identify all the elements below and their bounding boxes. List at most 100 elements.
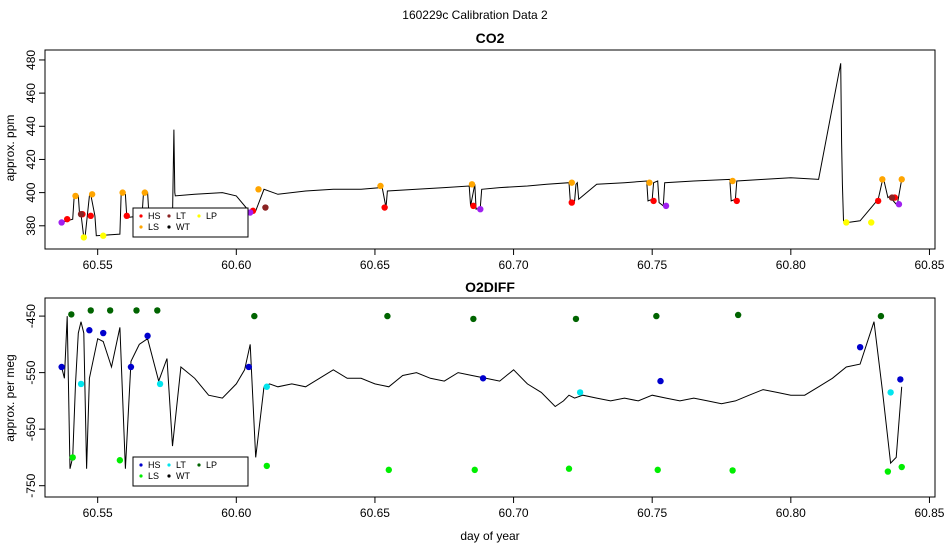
page-title: 160229c Calibration Data 2 bbox=[402, 8, 548, 22]
co2-plot-area bbox=[58, 63, 905, 241]
o2diff-point-lt bbox=[887, 389, 894, 396]
o2diff-legend-swatch bbox=[197, 463, 201, 467]
o2diff-panel: O2DIFF approx. per meg day of year 60.55… bbox=[3, 279, 945, 543]
o2diff-legend-label: LT bbox=[176, 460, 186, 470]
co2-point-lp bbox=[843, 219, 850, 226]
co2-point-hs bbox=[381, 204, 388, 211]
co2-series-hs bbox=[63, 194, 898, 223]
o2diff-point-hs bbox=[657, 377, 664, 385]
co2-panel: CO2 approx. ppm 60.55 60.60 60.65 60.70 60.7… bbox=[3, 30, 945, 272]
co2-point-lt bbox=[888, 194, 896, 201]
o2diff-y-tick-label: -750 bbox=[24, 473, 38, 497]
co2-point-ls bbox=[568, 179, 575, 186]
o2diff-point-lp bbox=[154, 307, 161, 314]
o2diff-point-lt bbox=[576, 389, 584, 396]
o2diff-point-lp bbox=[87, 307, 94, 314]
o2diff-x-axis-label: day of year bbox=[460, 529, 519, 543]
o2diff-point-lp bbox=[653, 312, 660, 320]
o2diff-trace-line bbox=[61, 316, 903, 469]
co2-y-tick-label: 420 bbox=[24, 149, 38, 169]
o2diff-legend-label: HS bbox=[148, 460, 161, 470]
co2-y-axis-label: approx. ppm bbox=[3, 115, 17, 182]
o2diff-point-ls bbox=[884, 468, 892, 475]
o2diff-x-tick-label: 60.80 bbox=[776, 506, 806, 520]
o2diff-point-hs bbox=[58, 363, 65, 371]
o2diff-point-lt bbox=[77, 380, 85, 388]
o2diff-legend-swatch bbox=[139, 474, 143, 478]
co2-series-lt bbox=[77, 194, 896, 218]
o2diff-legend-label: LP bbox=[206, 460, 217, 470]
co2-series-wt bbox=[58, 201, 903, 226]
o2diff-point-hs bbox=[127, 363, 135, 371]
co2-legend-label: LS bbox=[148, 222, 159, 232]
co2-point-lp bbox=[100, 232, 107, 239]
o2diff-point-ls bbox=[729, 467, 736, 474]
o2diff-y-tick-label: -550 bbox=[24, 360, 38, 384]
co2-x-tick-label: 60.55 bbox=[83, 258, 113, 272]
co2-point-wt bbox=[895, 201, 903, 208]
co2-panel-title: CO2 bbox=[476, 30, 505, 46]
co2-x-tick-label: 60.65 bbox=[360, 258, 390, 272]
co2-point-hs bbox=[87, 212, 94, 220]
co2-point-hs bbox=[568, 199, 575, 206]
o2diff-x-tick-label: 60.75 bbox=[637, 506, 667, 520]
co2-x-tick-label: 60.60 bbox=[221, 258, 251, 272]
o2diff-legend-label: LS bbox=[148, 471, 159, 481]
co2-point-ls bbox=[646, 179, 653, 186]
co2-y-tick-label: 480 bbox=[24, 50, 38, 70]
o2diff-series-hs bbox=[58, 327, 904, 385]
o2diff-legend-swatch bbox=[167, 474, 171, 478]
o2diff-legend: HS LT LP LS WT bbox=[132, 456, 249, 487]
co2-y-tick-label: 380 bbox=[24, 215, 38, 235]
o2diff-y-tick-label: -450 bbox=[24, 304, 38, 328]
o2diff-legend-box bbox=[132, 456, 249, 487]
o2diff-series-lt bbox=[77, 380, 894, 396]
o2diff-point-lp bbox=[106, 307, 114, 314]
co2-legend-label: HS bbox=[148, 211, 161, 221]
co2-y-tick-label: 440 bbox=[24, 116, 38, 136]
o2diff-x-tick-label: 60.60 bbox=[221, 506, 251, 520]
co2-series-lp bbox=[80, 219, 875, 241]
co2-point-hs bbox=[63, 215, 71, 223]
co2-x-tick-label: 60.80 bbox=[776, 258, 806, 272]
co2-point-hs bbox=[470, 202, 477, 210]
co2-x-tick-label: 60.70 bbox=[499, 258, 529, 272]
o2diff-x-tick-label: 60.85 bbox=[914, 506, 944, 520]
o2diff-legend-swatch bbox=[167, 463, 171, 467]
co2-point-lp bbox=[80, 234, 88, 241]
o2diff-point-lp bbox=[572, 315, 580, 323]
o2diff-plot-area bbox=[58, 307, 905, 475]
o2diff-point-ls bbox=[565, 465, 573, 472]
co2-point-hs bbox=[733, 197, 740, 205]
co2-point-ls bbox=[377, 182, 384, 190]
co2-point-ls bbox=[255, 186, 262, 193]
co2-legend-swatch bbox=[197, 214, 201, 218]
o2diff-legend-label: WT bbox=[176, 471, 190, 481]
co2-point-lt bbox=[262, 204, 269, 211]
co2-y-tick-label: 400 bbox=[24, 182, 38, 202]
o2diff-point-lt bbox=[263, 383, 271, 390]
o2diff-point-lt bbox=[156, 380, 164, 388]
o2diff-point-ls bbox=[263, 462, 271, 470]
o2diff-point-hs bbox=[856, 343, 864, 351]
co2-point-wt bbox=[477, 206, 484, 213]
co2-y-tick-label: 460 bbox=[24, 83, 38, 103]
co2-legend-label: LT bbox=[176, 211, 186, 221]
co2-x-tick-label: 60.85 bbox=[914, 258, 944, 272]
co2-plot-frame bbox=[44, 49, 936, 250]
o2diff-series-lp bbox=[68, 307, 885, 323]
co2-legend-swatch bbox=[167, 225, 171, 229]
o2diff-point-lp bbox=[133, 307, 140, 314]
o2diff-y-axis-label: approx. per meg bbox=[3, 354, 17, 441]
o2diff-point-lp bbox=[734, 311, 742, 319]
co2-point-wt bbox=[662, 202, 670, 210]
o2diff-point-hs bbox=[86, 327, 93, 334]
o2diff-point-ls bbox=[898, 463, 905, 471]
co2-point-ls bbox=[141, 189, 149, 196]
o2diff-point-ls bbox=[654, 466, 661, 474]
co2-legend-label: LP bbox=[206, 211, 217, 221]
co2-point-hs bbox=[650, 197, 657, 205]
co2-point-hs bbox=[123, 212, 130, 220]
o2diff-point-hs bbox=[479, 375, 487, 382]
co2-point-ls bbox=[72, 192, 79, 200]
